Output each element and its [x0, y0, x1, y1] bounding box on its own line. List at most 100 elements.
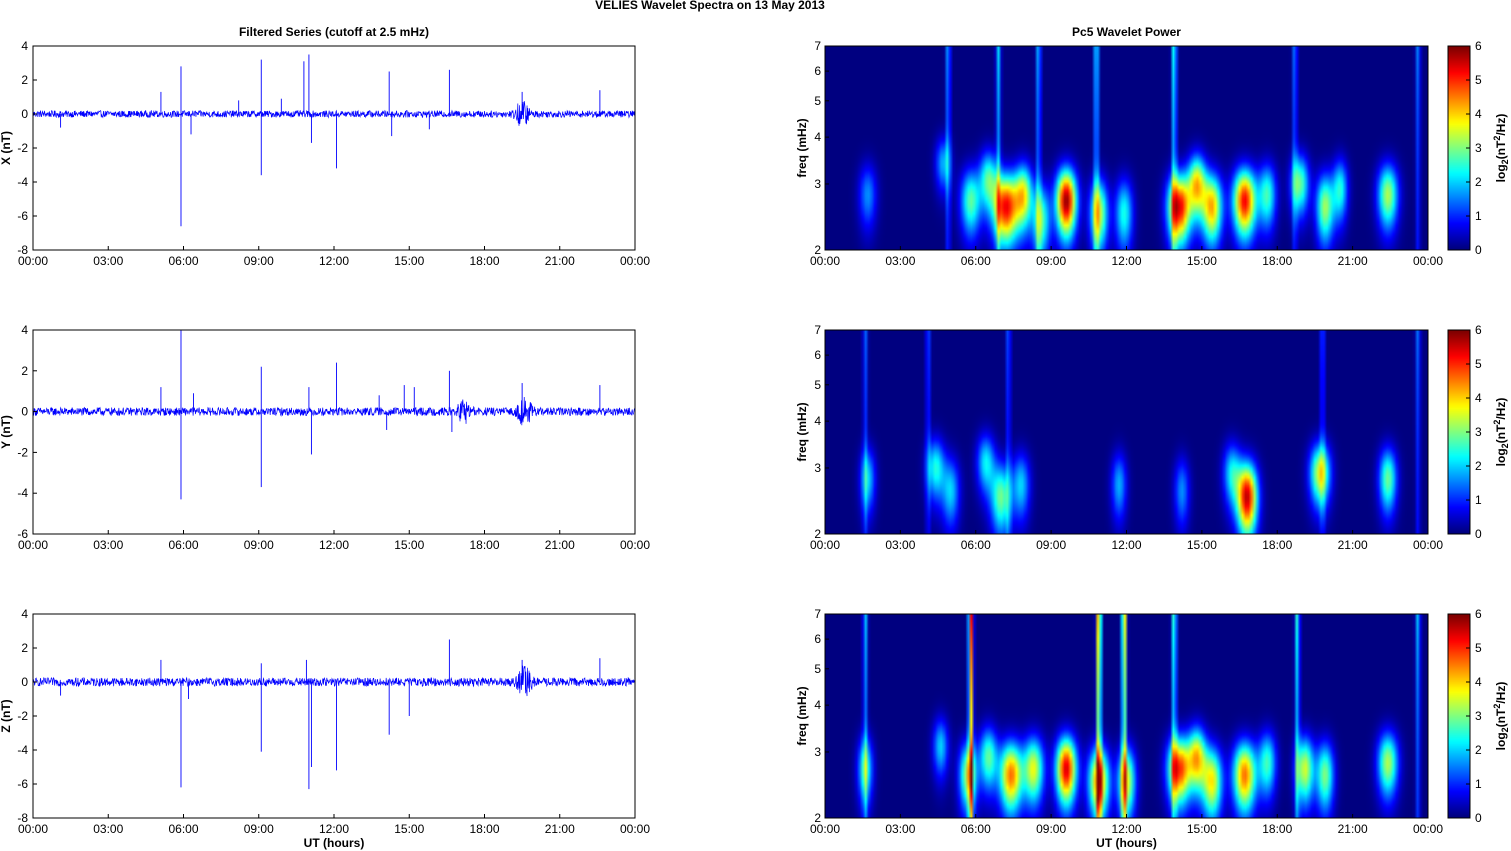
- y-wavelet-ytick-label: 2: [814, 527, 821, 541]
- y-wavelet-xtick-label: 21:00: [1338, 538, 1368, 552]
- z-wavelet-colorbar-tick-label: 5: [1475, 641, 1482, 655]
- z-wavelet-panel: 2 3 4 5 6 7 00:00 03:00 06:00 09:00 12:00 15:00 18:0…: [795, 607, 1510, 850]
- z-series-ytick-label: -2: [17, 709, 28, 723]
- z-wavelet-heatmap: [825, 614, 1428, 818]
- z-series-ytick-label: -8: [17, 811, 28, 825]
- y-wavelet-colorbar-tick-label: 5: [1475, 357, 1482, 371]
- x-wavelet-xtick-label: 03:00: [885, 254, 915, 268]
- z-series-ytick-label: 4: [21, 607, 28, 621]
- x-series-xtick-label: 15:00: [394, 254, 424, 268]
- z-series-xtick-label: 09:00: [244, 822, 274, 836]
- y-wavelet-xtick-label: 12:00: [1111, 538, 1141, 552]
- y-wavelet-colorbar-tick-label: 3: [1475, 425, 1482, 439]
- z-series-xtick-label: 00:00: [620, 822, 650, 836]
- z-series-panel: -8 -6 -4 -2 0 2 4 00:00 03:00 06:00 09:00 12:00 15:0…: [0, 607, 650, 850]
- y-wavelet-xtick-label: 18:00: [1262, 538, 1292, 552]
- y-series-ytick-label: -4: [17, 486, 28, 500]
- x-series-ytick-label: 2: [21, 73, 28, 87]
- z-wavelet-ytick-label: 2: [814, 811, 821, 825]
- z-series-ytick-label: 0: [21, 675, 28, 689]
- x-wavelet-colorbar-tick-label: 5: [1475, 73, 1482, 87]
- y-series-ytick-label: 4: [21, 323, 28, 337]
- x-wavelet-colorbar-tick-label: 2: [1475, 175, 1482, 189]
- y-wavelet-colorbar-gradient: [1448, 330, 1470, 534]
- z-wavelet-colorbar: 0 1 2 3 4 5 6 log2(nT2/Hz): [1447, 607, 1510, 825]
- y-wavelet-colorbar-label: log2(nT2/Hz): [1492, 398, 1510, 467]
- z-series-xtick-label: 15:00: [394, 822, 424, 836]
- y-series-xtick-label: 03:00: [93, 538, 123, 552]
- y-series-xtick-label: 00:00: [18, 538, 48, 552]
- z-series-xtick-label: 18:00: [469, 822, 499, 836]
- x-series-ytick-label: -8: [17, 243, 28, 257]
- y-wavelet-ytick-label: 3: [814, 461, 821, 475]
- z-wavelet-ytick-label: 3: [814, 745, 821, 759]
- y-series-ytick-label: -2: [17, 445, 28, 459]
- x-wavelet-ytick-label: 5: [814, 94, 821, 108]
- z-wavelet-ylabel: freq (mHz): [795, 686, 809, 745]
- x-wavelet-colorbar-tick-label: 3: [1475, 141, 1482, 155]
- z-wavelet-colorbar-label: log2(nT2/Hz): [1492, 682, 1510, 751]
- figure-title: VELIES Wavelet Spectra on 13 May 2013: [595, 0, 825, 12]
- z-series-ytick-label: 2: [21, 641, 28, 655]
- z-wavelet-colorbar-tick-label: 3: [1475, 709, 1482, 723]
- x-wavelet-xtick-label: 09:00: [1036, 254, 1066, 268]
- y-series-ytick-label: 0: [21, 405, 28, 419]
- z-wavelet-ytick-label: 5: [814, 662, 821, 676]
- x-wavelet-xtick-label: 12:00: [1111, 254, 1141, 268]
- x-series-xtick-label: 06:00: [168, 254, 198, 268]
- z-wavelet-colorbar-gradient: [1448, 614, 1470, 818]
- x-series-ytick-label: -2: [17, 141, 28, 155]
- z-wavelet-xtick-label: 00:00: [1413, 822, 1443, 836]
- x-series-title: Filtered Series (cutoff at 2.5 mHz): [239, 25, 429, 39]
- z-wavelet-xtick-label: 06:00: [961, 822, 991, 836]
- x-wavelet-colorbar-gradient: [1448, 46, 1470, 250]
- z-series-xtick-label: 06:00: [168, 822, 198, 836]
- y-wavelet-xtick-label: 09:00: [1036, 538, 1066, 552]
- z-wavelet-xtick-label: 00:00: [810, 822, 840, 836]
- y-wavelet-ytick-label: 7: [814, 323, 821, 337]
- z-wavelet-xtick-label: 18:00: [1262, 822, 1292, 836]
- z-series-ytick-label: -4: [17, 743, 28, 757]
- x-wavelet-colorbar-tick-label: 0: [1475, 243, 1482, 257]
- z-wavelet-ytick-label: 6: [814, 632, 821, 646]
- y-wavelet-ylabel: freq (mHz): [795, 402, 809, 461]
- x-series-xtick-label: 09:00: [244, 254, 274, 268]
- x-series-ylabel: X (nT): [0, 131, 13, 165]
- y-series-xtick-label: 21:00: [545, 538, 575, 552]
- z-series-ytick-label: -6: [17, 777, 28, 791]
- y-wavelet-xtick-label: 15:00: [1187, 538, 1217, 552]
- z-series-xlabel: UT (hours): [304, 836, 365, 850]
- x-series-ytick-label: -4: [17, 175, 28, 189]
- z-wavelet-xtick-label: 21:00: [1338, 822, 1368, 836]
- y-series-xtick-label: 15:00: [394, 538, 424, 552]
- z-wavelet-xtick-label: 03:00: [885, 822, 915, 836]
- x-wavelet-xtick-label: 21:00: [1338, 254, 1368, 268]
- x-wavelet-ytick-label: 7: [814, 39, 821, 53]
- y-wavelet-colorbar-tick-label: 4: [1475, 391, 1482, 405]
- x-series-xtick-label: 21:00: [545, 254, 575, 268]
- x-wavelet-colorbar-tick-label: 6: [1475, 39, 1482, 53]
- z-wavelet-colorbar-tick-label: 4: [1475, 675, 1482, 689]
- x-wavelet-ytick-label: 2: [814, 243, 821, 257]
- z-wavelet-ytick-label: 7: [814, 607, 821, 621]
- y-series-xtick-label: 06:00: [168, 538, 198, 552]
- y-wavelet-colorbar-tick-label: 0: [1475, 527, 1482, 541]
- x-wavelet-heatmap: [825, 46, 1428, 250]
- x-wavelet-title: Pc5 Wavelet Power: [1072, 25, 1181, 39]
- x-wavelet-ylabel: freq (mHz): [795, 118, 809, 177]
- x-wavelet-xtick-label: 18:00: [1262, 254, 1292, 268]
- x-series-ytick-label: 4: [21, 39, 28, 53]
- y-series-ytick-label: 2: [21, 364, 28, 378]
- y-wavelet-colorbar-tick-label: 2: [1475, 459, 1482, 473]
- x-wavelet-ytick-label: 6: [814, 64, 821, 78]
- x-wavelet-colorbar-tick-label: 1: [1475, 209, 1482, 223]
- y-wavelet-colorbar-tick-label: 1: [1475, 493, 1482, 507]
- z-wavelet-colorbar-tick-label: 1: [1475, 777, 1482, 791]
- x-series-panel: -8 -6 -4 -2 0 2 4 00:00 03:00 06:00 09:00 12:00 15:0…: [0, 25, 650, 268]
- x-wavelet-ytick-label: 3: [814, 177, 821, 191]
- y-wavelet-ytick-label: 6: [814, 348, 821, 362]
- y-wavelet-ytick-label: 5: [814, 378, 821, 392]
- x-wavelet-xtick-label: 00:00: [1413, 254, 1443, 268]
- y-wavelet-heatmap: [825, 330, 1428, 534]
- z-series-xtick-label: 03:00: [93, 822, 123, 836]
